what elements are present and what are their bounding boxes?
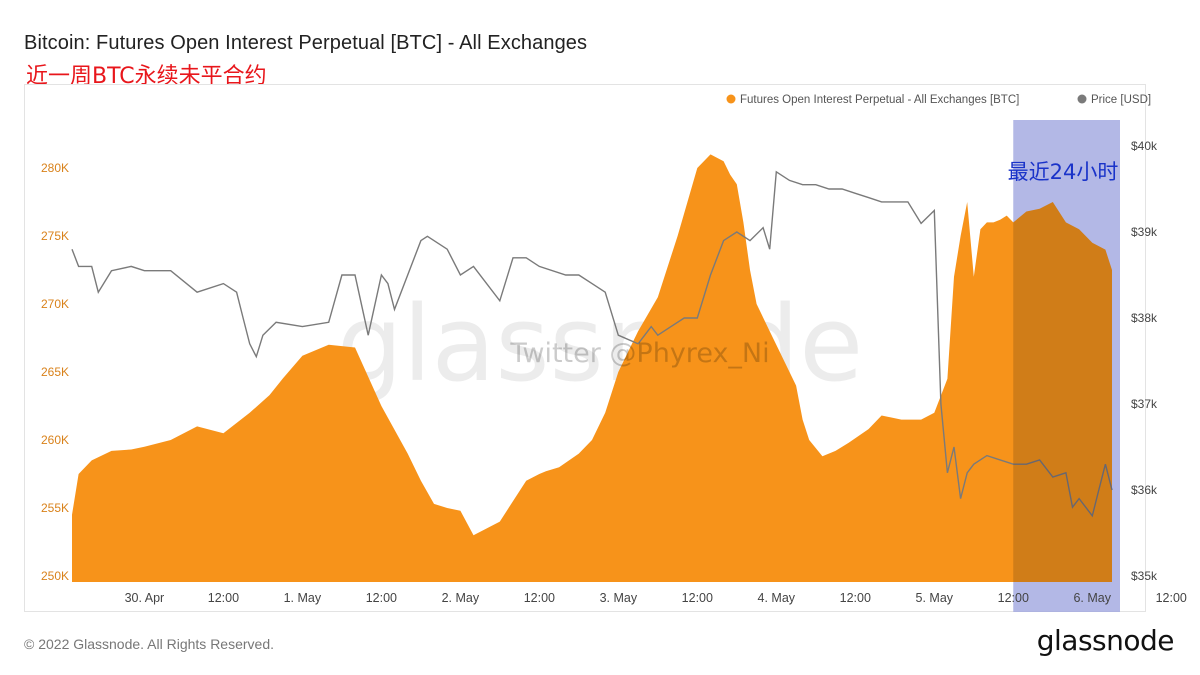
- legend-marker-price: [1077, 94, 1087, 104]
- left-axis: 250K 255K 260K 265K 270K 275K 280K: [41, 161, 69, 583]
- legend-label-open-interest: Futures Open Interest Perpetual - All Ex…: [740, 94, 1019, 106]
- x-tick-label: 12:00: [682, 591, 713, 605]
- x-tick-label: 12:00: [208, 591, 239, 605]
- copyright: © 2022 Glassnode. All Rights Reserved.: [24, 636, 275, 652]
- brand-logo: glassnode: [1036, 624, 1175, 657]
- x-tick-label: 6. May: [1073, 591, 1111, 605]
- x-axis: 30. Apr 12:00 1. May 12:00 2. May 12:00 3. May…: [125, 591, 1187, 605]
- x-tick-label: 30. Apr: [125, 591, 165, 605]
- legend-marker-open-interest: [726, 94, 736, 104]
- series-price-line: [71, 170, 1113, 518]
- left-tick-label: 280K: [41, 161, 69, 175]
- x-tick-label: 2. May: [442, 591, 480, 605]
- right-tick-label: $37k: [1131, 397, 1158, 411]
- x-tick-label: 5. May: [916, 591, 954, 605]
- x-tick-label: 12:00: [366, 591, 397, 605]
- x-tick-label: 12:00: [524, 591, 555, 605]
- series-open-interest-area: [72, 154, 1112, 582]
- left-tick-label: 265K: [41, 365, 69, 379]
- left-tick-label: 270K: [41, 297, 69, 311]
- left-tick-label: 275K: [41, 229, 69, 243]
- left-tick-label: 260K: [41, 433, 69, 447]
- x-tick-label: 4. May: [758, 591, 796, 605]
- x-tick-label: 3. May: [600, 591, 638, 605]
- right-tick-label: $38k: [1131, 311, 1158, 325]
- right-tick-label: $36k: [1131, 483, 1158, 497]
- chart-frame: [24, 84, 1146, 612]
- right-axis: $35k $36k $37k $38k $39k $40k: [1131, 139, 1158, 583]
- x-tick-label: 12:00: [840, 591, 871, 605]
- right-tick-label: $40k: [1131, 139, 1158, 153]
- left-tick-label: 250K: [41, 569, 69, 583]
- chart-title: Bitcoin: Futures Open Interest Perpetual…: [24, 32, 588, 54]
- watermark-credit: Twitter @Phyrex_Ni: [509, 338, 769, 369]
- legend-label-price: Price [USD]: [1091, 94, 1151, 106]
- highlight-label: 最近24小时: [1008, 160, 1119, 184]
- x-tick-label: 12:00: [998, 591, 1029, 605]
- x-tick-label: 1. May: [284, 591, 322, 605]
- legend: Futures Open Interest Perpetual - All Ex…: [726, 94, 1151, 106]
- right-tick-label: $35k: [1131, 569, 1158, 583]
- highlight-overlay: [1013, 120, 1120, 612]
- right-tick-label: $39k: [1131, 225, 1158, 239]
- left-tick-label: 255K: [41, 501, 69, 515]
- x-tick-label: 12:00: [1156, 591, 1187, 605]
